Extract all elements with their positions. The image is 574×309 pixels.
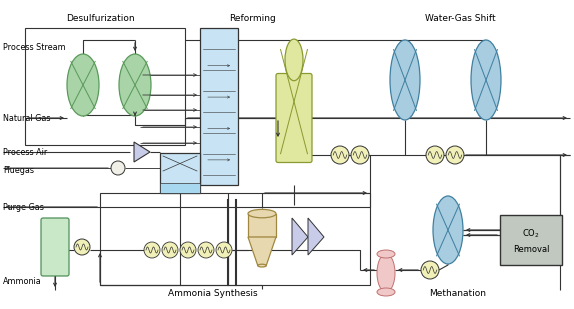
FancyBboxPatch shape <box>200 28 238 185</box>
FancyBboxPatch shape <box>248 214 276 237</box>
Ellipse shape <box>377 250 395 258</box>
Polygon shape <box>134 142 150 162</box>
Ellipse shape <box>285 39 303 81</box>
Ellipse shape <box>258 264 266 267</box>
Text: Ammonia Synthesis: Ammonia Synthesis <box>168 289 258 298</box>
Circle shape <box>351 146 369 164</box>
Text: Purge Gas: Purge Gas <box>3 202 44 211</box>
Text: Ammonia: Ammonia <box>3 277 42 286</box>
FancyBboxPatch shape <box>41 218 69 276</box>
Text: Removal: Removal <box>513 245 549 255</box>
Circle shape <box>198 242 214 258</box>
Polygon shape <box>292 218 308 255</box>
Bar <box>100 193 370 285</box>
Circle shape <box>216 242 232 258</box>
Circle shape <box>421 261 439 279</box>
Text: Desulfurization: Desulfurization <box>65 14 134 23</box>
Ellipse shape <box>377 254 395 292</box>
Ellipse shape <box>390 40 420 120</box>
Circle shape <box>426 146 444 164</box>
Text: Process Stream: Process Stream <box>3 43 65 52</box>
Circle shape <box>180 242 196 258</box>
FancyBboxPatch shape <box>160 153 200 193</box>
FancyBboxPatch shape <box>276 74 312 163</box>
Polygon shape <box>248 237 276 266</box>
Circle shape <box>446 146 464 164</box>
Ellipse shape <box>377 288 395 296</box>
Ellipse shape <box>471 40 501 120</box>
Ellipse shape <box>119 54 151 116</box>
Circle shape <box>162 242 178 258</box>
Circle shape <box>74 239 90 255</box>
Ellipse shape <box>67 54 99 116</box>
Polygon shape <box>308 218 324 255</box>
Circle shape <box>331 146 349 164</box>
Ellipse shape <box>248 210 276 218</box>
Ellipse shape <box>433 196 463 264</box>
Text: Fluegas: Fluegas <box>3 166 34 175</box>
Bar <box>25 28 185 145</box>
Text: Reforming: Reforming <box>228 14 276 23</box>
Text: CO$_2$: CO$_2$ <box>522 228 540 240</box>
FancyBboxPatch shape <box>160 183 200 193</box>
FancyBboxPatch shape <box>500 215 562 265</box>
Text: Water-Gas Shift: Water-Gas Shift <box>425 14 495 23</box>
Text: Natural Gas: Natural Gas <box>3 113 51 122</box>
Text: Methanation: Methanation <box>429 289 487 298</box>
Circle shape <box>144 242 160 258</box>
Text: Process Air: Process Air <box>3 147 47 156</box>
Circle shape <box>111 161 125 175</box>
